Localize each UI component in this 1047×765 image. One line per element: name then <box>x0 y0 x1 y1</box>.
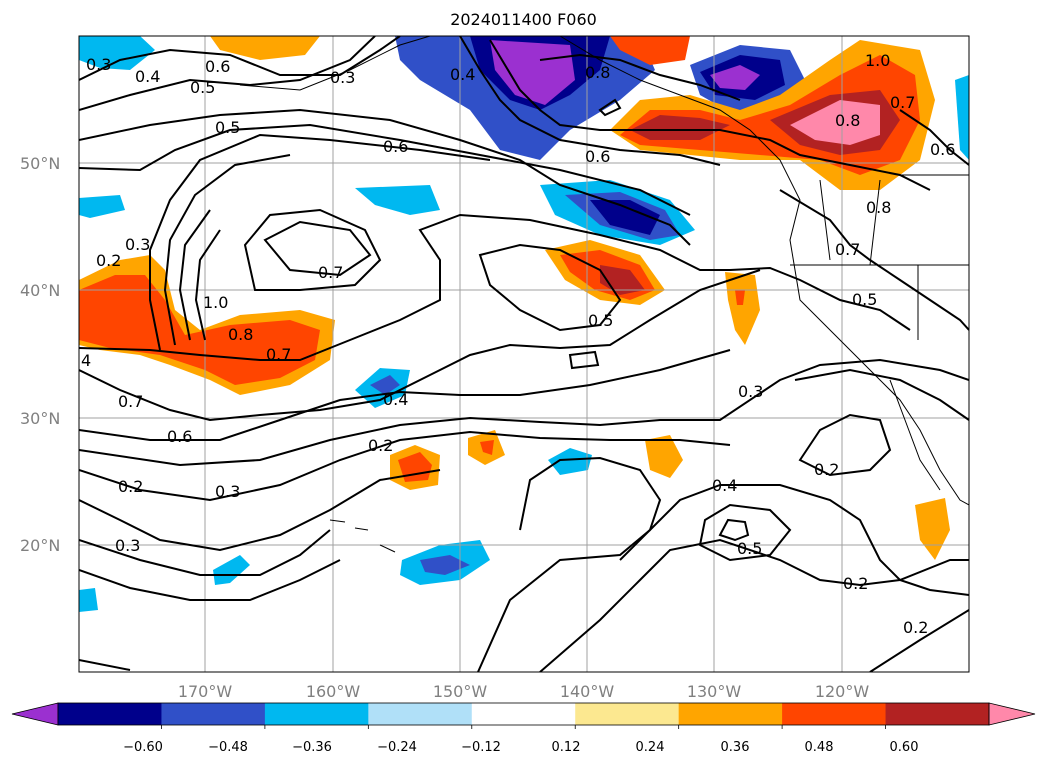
contour-label: 0.5 <box>737 539 762 558</box>
colorbar-tick-label: 0.24 <box>636 740 665 755</box>
colorbar-swatch <box>678 703 783 725</box>
latitude-label-group: 50°N 40°N 30°N 20°N <box>20 154 60 555</box>
colorbar-swatch <box>471 703 576 725</box>
map-title: 2024011400 F060 <box>450 10 597 29</box>
contour-label: 0.8 <box>866 198 891 217</box>
contour-label: 0.5 <box>215 118 240 137</box>
latitude-label: 40°N <box>20 281 60 300</box>
contour-label: 0.6 <box>585 147 610 166</box>
contour-label: 0.2 <box>903 618 928 637</box>
contour-label: 0.5 <box>588 311 613 330</box>
contour-label: 0.5 <box>852 290 877 309</box>
contour-label: 0.2 <box>814 460 839 479</box>
colorbar-ticks <box>161 725 886 729</box>
contour-label: 0.6 <box>167 427 192 446</box>
latitude-label: 30°N <box>20 409 60 428</box>
latitude-label: 20°N <box>20 536 60 555</box>
colorbar-swatch <box>58 703 162 725</box>
contour-label: 0.6 <box>930 140 955 159</box>
contour-label: 0.7 <box>318 263 343 282</box>
contour-label: 0.3 <box>738 382 763 401</box>
contour-label: 4 <box>81 351 91 370</box>
contour-label: 0.2 <box>118 477 143 496</box>
longitude-label: 150°W <box>433 682 488 701</box>
colorbar-swatches <box>11 702 1036 726</box>
latitude-label: 50°N <box>20 154 60 173</box>
contour-label: 0.7 <box>835 240 860 259</box>
colorbar-tick-label: −0.60 <box>123 740 163 755</box>
colorbar-swatch <box>368 703 473 725</box>
colorbar-swatch <box>575 703 680 725</box>
colorbar: −0.60 −0.48 −0.36 −0.24 −0.12 0.12 0.24 … <box>11 702 1036 755</box>
contour-label: 1.0 <box>865 51 890 70</box>
colorbar-tick-label: −0.12 <box>461 740 501 755</box>
contour-label: 0.3 <box>86 55 111 74</box>
colorbar-tick-label: 0.12 <box>552 740 581 755</box>
contour-label: 0.4 <box>383 390 408 409</box>
contour-label: 0.3 <box>215 482 240 501</box>
contour-label: 0.4 <box>135 67 160 86</box>
colorbar-tick-label: −0.24 <box>377 740 417 755</box>
colorbar-tick-label: 0.36 <box>721 740 750 755</box>
colorbar-tick-label: 0.60 <box>890 740 919 755</box>
colorbar-tick-label: −0.36 <box>292 740 332 755</box>
longitude-label: 130°W <box>687 682 742 701</box>
contour-label: 1.0 <box>203 293 228 312</box>
contour-label: 0.6 <box>383 137 408 156</box>
colorbar-frame <box>57 702 990 726</box>
longitude-label-group: 170°W 160°W 150°W 140°W 130°W 120°W <box>178 682 870 701</box>
contour-label: 0.2 <box>843 574 868 593</box>
contour-label: 0.8 <box>835 111 860 130</box>
colorbar-extend-min <box>11 702 59 726</box>
contour-lines <box>79 36 969 672</box>
contour-label: 0.7 <box>266 345 291 364</box>
contour-label: 0.8 <box>228 325 253 344</box>
colorbar-swatch <box>782 703 887 725</box>
longitude-label: 120°W <box>815 682 870 701</box>
contour-label: 0.3 <box>115 536 140 555</box>
colorbar-extend-max <box>988 702 1036 726</box>
colorbar-tick-label: −0.48 <box>208 740 248 755</box>
longitude-label: 140°W <box>560 682 615 701</box>
contour-label: 0.5 <box>190 78 215 97</box>
contour-label: 0.3 <box>330 68 355 87</box>
longitude-label: 170°W <box>178 682 233 701</box>
contour-label: 0.2 <box>368 436 393 455</box>
contour-label: 0.4 <box>712 476 737 495</box>
contour-label: 0.6 <box>205 57 230 76</box>
contour-label: 0.3 <box>125 235 150 254</box>
plot-frame <box>78 35 970 673</box>
colorbar-swatch <box>264 703 369 725</box>
colorbar-swatch <box>161 703 266 725</box>
contour-label-group: 0.3 0.4 0.6 0.5 0.3 0.5 0.4 0.8 0.6 1.0 … <box>81 51 955 637</box>
colorbar-tick-label: 0.48 <box>805 740 834 755</box>
longitude-label: 160°W <box>306 682 361 701</box>
contour-label: 0.4 <box>450 65 475 84</box>
contour-label: 0.7 <box>118 392 143 411</box>
contour-label: 0.2 <box>96 251 121 270</box>
contour-label: 0.8 <box>585 63 610 82</box>
colorbar-swatch <box>885 703 990 725</box>
coastlines <box>239 36 969 553</box>
contour-label: 0.7 <box>890 93 915 112</box>
